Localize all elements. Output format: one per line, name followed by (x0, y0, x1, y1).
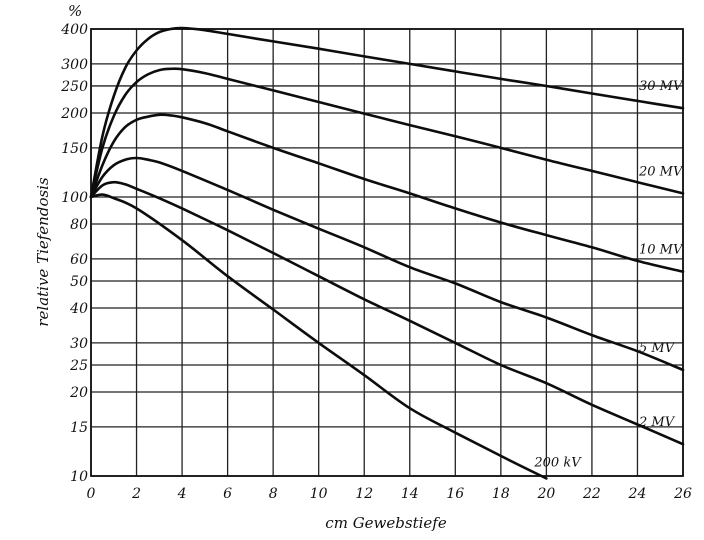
x-tick-label: 24 (628, 486, 647, 502)
x-tick-label: 18 (492, 486, 510, 502)
series-line (89, 193, 548, 480)
y-tick-label: 80 (70, 217, 88, 233)
y-tick-label: 200 (60, 106, 88, 122)
y-tick-label: 25 (69, 358, 88, 374)
x-tick-label: 4 (177, 486, 187, 502)
y-tick-label: 20 (69, 385, 88, 401)
series-label: 200 kV (533, 455, 582, 470)
x-tick-label: 2 (131, 486, 141, 502)
y-tick-label: 50 (70, 274, 88, 290)
plot-frame (90, 28, 684, 477)
x-tick-label: 14 (401, 486, 419, 502)
series-line (89, 113, 685, 273)
x-tick-label: 0 (87, 486, 96, 502)
y-tick-label: 15 (70, 420, 88, 436)
series-label: 30 MV (639, 79, 684, 94)
series-label: 2 MV (638, 415, 676, 430)
series-line (89, 180, 685, 446)
x-tick-label: 8 (269, 486, 278, 502)
y-unit-label: % (68, 2, 82, 20)
y-tick-label: 150 (61, 141, 88, 157)
x-tick-label: 6 (223, 486, 232, 502)
x-axis-label: cm Gewebstiefe (325, 514, 447, 532)
y-tick-label: 40 (69, 301, 88, 317)
y-tick-label: 100 (61, 190, 88, 206)
y-tick-label: 250 (60, 79, 88, 95)
series-label: 10 MV (639, 243, 684, 258)
tick-labels: 0 2 4 6 8 10 12 14 16 18 20 22 24 2610152025304050608… (60, 22, 692, 502)
x-tick-label: 20 (536, 486, 555, 502)
x-tick-label: 26 (673, 486, 692, 502)
x-tick-label: 12 (355, 486, 373, 502)
x-tick-label: 10 (310, 486, 328, 502)
y-tick-label: 300 (61, 57, 88, 73)
series-labels: 30 MV 20 MV 10 MV 5 MV 2 MV 200 kV (533, 79, 684, 470)
grid (90, 28, 684, 477)
x-tick-label: 22 (582, 486, 601, 502)
series-line (89, 67, 685, 199)
series-label: 20 MV (638, 164, 684, 179)
y-tick-label: 400 (60, 22, 88, 38)
y-axis-label: relative Tiefendosis (34, 177, 52, 327)
y-tick-label: 60 (70, 252, 88, 268)
curves (89, 26, 685, 480)
y-tick-label: 30 (70, 336, 88, 352)
x-tick-label: 16 (446, 486, 464, 502)
series-label: 5 MV (639, 341, 676, 356)
series-line (89, 156, 685, 372)
series-line (89, 26, 685, 199)
y-tick-label: 10 (70, 469, 88, 485)
